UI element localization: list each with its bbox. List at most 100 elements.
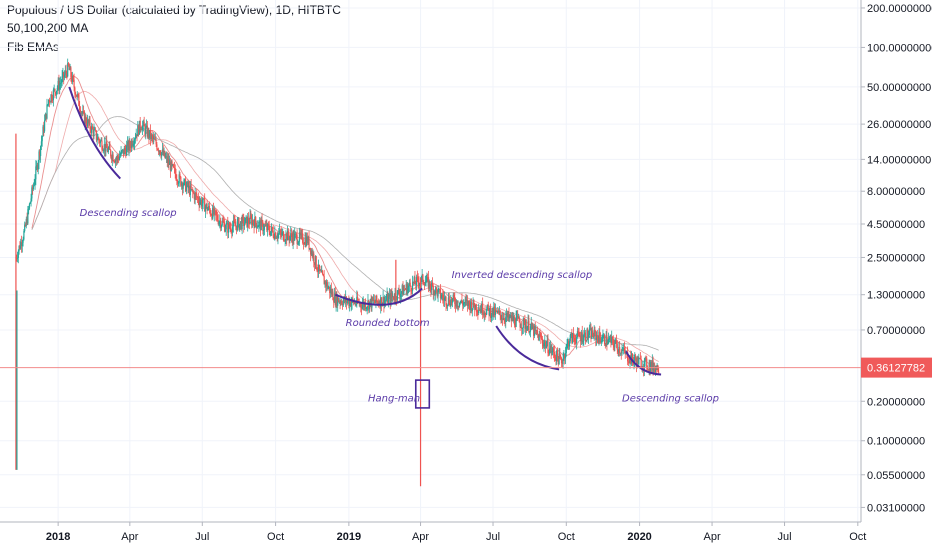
- candle-body: [623, 347, 625, 351]
- candle-body: [576, 336, 578, 343]
- candle-body: [63, 74, 66, 78]
- candle-body: [45, 113, 47, 119]
- candle-body: [402, 285, 404, 295]
- candle-body: [435, 287, 438, 290]
- candle-body: [552, 348, 555, 353]
- candle-body: [390, 293, 392, 304]
- candle-body: [62, 72, 64, 77]
- candle-body: [443, 297, 445, 301]
- candle-body: [581, 332, 583, 343]
- candle-body: [291, 237, 293, 244]
- candle-body: [435, 287, 437, 295]
- candle-body: [525, 325, 528, 331]
- candle-body: [634, 356, 636, 361]
- candle-body: [329, 286, 331, 294]
- candle-body: [234, 221, 236, 226]
- candle-body: [371, 297, 373, 308]
- candle-body: [276, 237, 278, 239]
- candle-body: [240, 221, 242, 230]
- candle-body: [434, 290, 436, 295]
- candle-body: [460, 299, 462, 303]
- candle-body: [478, 310, 481, 312]
- candle-body: [380, 297, 383, 307]
- candle-body: [440, 297, 442, 299]
- candle-body: [576, 331, 579, 337]
- candle-body: [629, 356, 631, 363]
- candle-body: [518, 317, 520, 323]
- candle-body: [526, 326, 528, 331]
- candle-body: [403, 289, 405, 295]
- candle-body: [160, 154, 162, 157]
- candle-body: [414, 277, 416, 284]
- candle-body: [532, 326, 534, 329]
- candle-body: [246, 216, 248, 227]
- candle-body: [55, 90, 58, 95]
- candle-body: [604, 344, 606, 346]
- candle-body: [621, 350, 623, 354]
- candle-body: [329, 289, 332, 294]
- candle-body: [551, 350, 553, 353]
- candle-body: [237, 218, 239, 222]
- candle-body: [59, 83, 61, 90]
- candle-body: [549, 345, 551, 349]
- candle-body: [650, 361, 652, 372]
- candle-body: [268, 226, 270, 232]
- price-axis[interactable]: 200.00000000 100.00000000 50.00000000 26.00…: [860, 0, 932, 522]
- candle-body: [216, 215, 219, 221]
- candle-body: [31, 187, 33, 199]
- candle-body: [212, 207, 214, 219]
- candle-body: [634, 356, 637, 361]
- candle-body: [388, 294, 391, 297]
- candle-body: [269, 231, 271, 236]
- candle-body: [469, 303, 471, 311]
- candle-body: [163, 151, 165, 155]
- time-axis[interactable]: 2018 Apr Jul Oct 2019 Apr Jul Oct 2020 Apr Jul Oct: [0, 521, 866, 543]
- candle-body: [650, 361, 653, 369]
- candle-body: [575, 341, 577, 343]
- candle-body: [508, 312, 510, 319]
- candle-body: [227, 223, 230, 233]
- candle-body: [560, 358, 563, 364]
- candle-body: [164, 151, 166, 158]
- candle-body: [368, 302, 371, 310]
- candle-body: [157, 149, 160, 152]
- ma-indicator-label[interactable]: 50,100,200 MA: [7, 21, 89, 35]
- candle-body: [405, 284, 407, 290]
- candle-body: [259, 220, 261, 223]
- candle-body: [102, 149, 104, 151]
- candle-body: [178, 174, 180, 184]
- candle-body: [497, 310, 499, 313]
- candle-body: [149, 130, 152, 140]
- candle-body: [563, 354, 565, 359]
- candle-body: [541, 338, 544, 343]
- candle-body: [106, 141, 108, 148]
- candle-body: [310, 250, 313, 255]
- candle-body: [336, 294, 338, 306]
- candle-body: [286, 230, 289, 241]
- candle-body: [489, 307, 491, 316]
- candle-body: [49, 101, 51, 103]
- candle-body: [454, 298, 456, 305]
- candle-body: [253, 222, 255, 228]
- candle-body: [401, 285, 403, 292]
- candle-body: [46, 104, 48, 119]
- candle-body: [482, 303, 484, 315]
- candle-body: [305, 238, 307, 246]
- candle-body: [32, 185, 35, 190]
- scallop-arc: [334, 287, 423, 306]
- candle-body: [51, 99, 54, 101]
- candle-body: [169, 162, 172, 172]
- candle-body: [611, 336, 613, 344]
- hang-man-box: [414, 379, 431, 409]
- candle-body: [75, 94, 78, 97]
- candle-body: [452, 294, 454, 299]
- candle-body: [327, 287, 329, 289]
- candle-body: [645, 358, 647, 360]
- candle-body: [27, 209, 29, 224]
- candle-body: [564, 354, 566, 359]
- candle-body: [83, 111, 85, 112]
- candle-body: [373, 299, 375, 303]
- candle-body: [287, 230, 289, 237]
- candle-body: [603, 334, 605, 337]
